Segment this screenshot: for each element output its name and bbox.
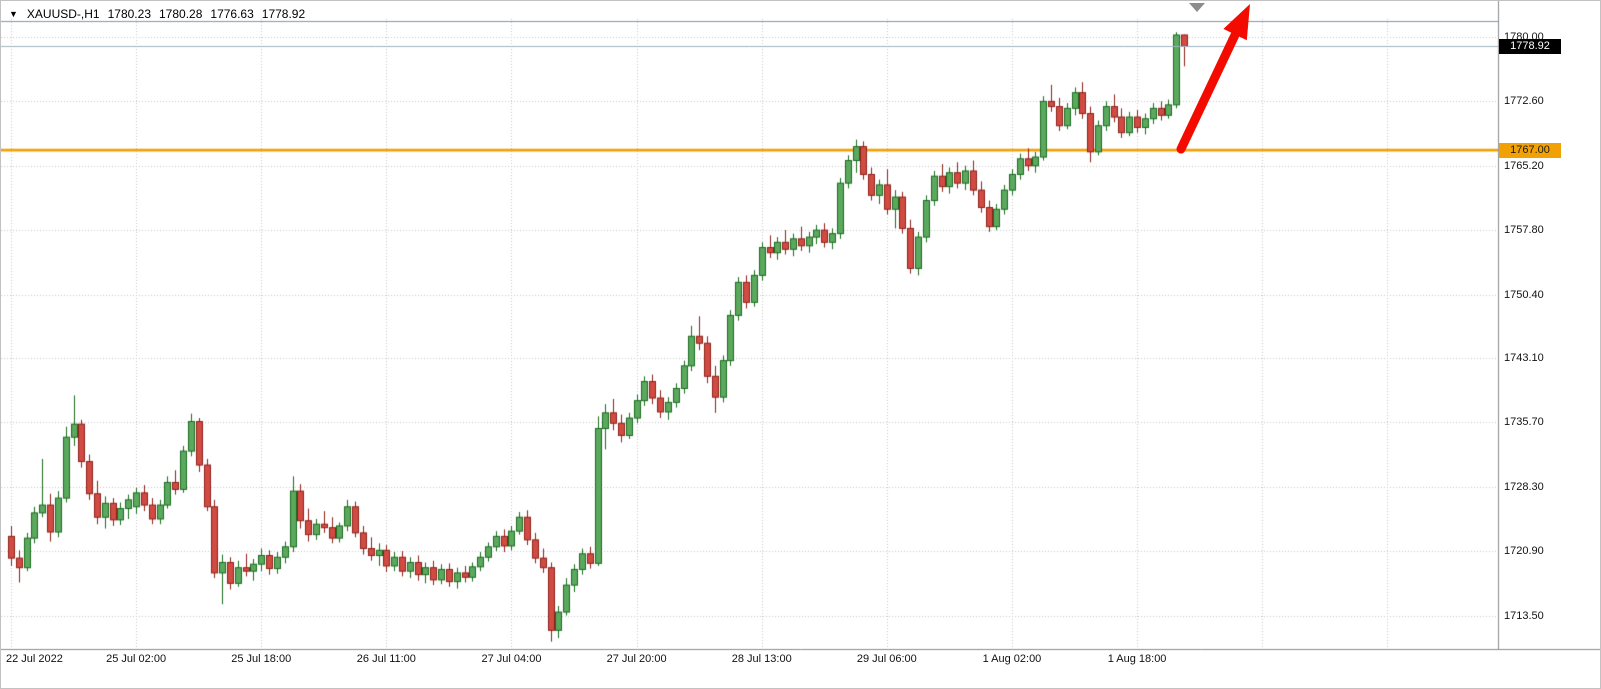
time-axis: 22 Jul 2022 25 Jul 02:00 25 Jul 18:00 26 Ju… bbox=[1, 653, 1600, 669]
quote-open: 1780.23 bbox=[107, 7, 151, 21]
symbol-collapse-icon[interactable]: ▼ bbox=[9, 9, 18, 19]
quote-low: 1776.63 bbox=[210, 7, 254, 21]
quote-close: 1778.92 bbox=[261, 7, 306, 21]
time-axis-label: 28 Jul 13:00 bbox=[731, 653, 792, 665]
chart-shift-icon[interactable] bbox=[1189, 3, 1205, 12]
time-axis-label: 25 Jul 02:00 bbox=[106, 653, 167, 665]
trend-arrow-annotation[interactable] bbox=[1161, 1, 1271, 161]
orange-line-price-badge: 1767.00 bbox=[1499, 142, 1561, 158]
quote-bar: ▼ XAUUSD-,H1 1780.23 1780.28 1776.63 177… bbox=[9, 7, 305, 21]
bid-price-badge: 1778.92 bbox=[1499, 38, 1561, 54]
time-axis-label: 1 Aug 18:00 bbox=[1107, 653, 1167, 665]
quote-high: 1780.28 bbox=[159, 7, 203, 21]
time-axis-label: 27 Jul 04:00 bbox=[481, 653, 542, 665]
time-axis-label: 1 Aug 02:00 bbox=[982, 653, 1042, 665]
time-axis-label: 25 Jul 18:00 bbox=[231, 653, 292, 665]
time-axis-label: 26 Jul 11:00 bbox=[356, 653, 416, 665]
time-axis-label: 29 Jul 06:00 bbox=[856, 653, 917, 665]
time-axis-label: 27 Jul 20:00 bbox=[606, 653, 667, 665]
symbol-period-label: XAUUSD-,H1 bbox=[26, 7, 100, 21]
time-axis-label: 22 Jul 2022 bbox=[6, 653, 63, 665]
